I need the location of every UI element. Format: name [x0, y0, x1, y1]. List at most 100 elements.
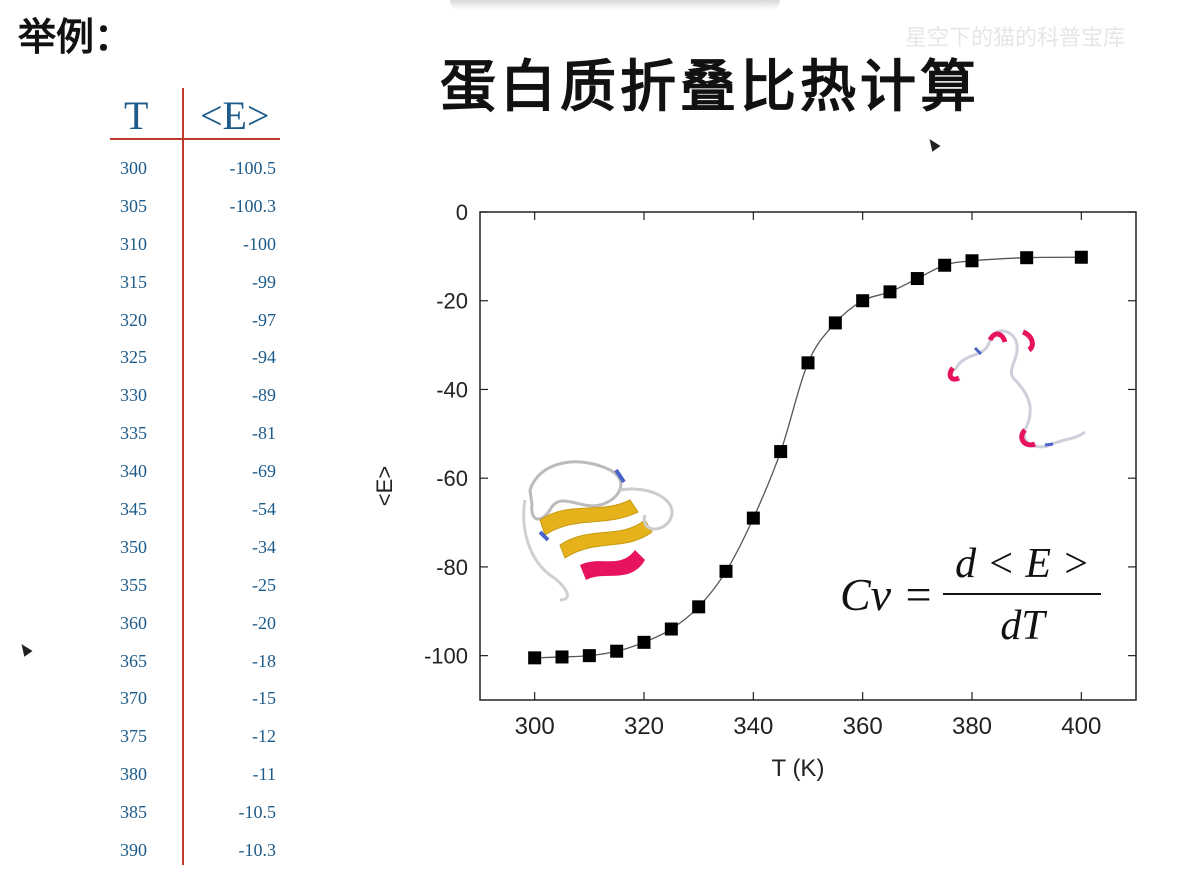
data-point [528, 651, 542, 665]
x-tick-label: 400 [1061, 713, 1101, 740]
data-point [692, 600, 706, 614]
plot-frame [479, 211, 1137, 701]
table-header-e: <E> [200, 93, 270, 138]
table-row: 310 -100 [108, 234, 288, 272]
table-cell-t: 365 [120, 650, 147, 671]
table-row: 315 -99 [108, 272, 288, 310]
table-cell-t: 350 [120, 536, 147, 557]
table-row: 390 -10.3 [108, 840, 288, 878]
table-row: 305 -100.3 [108, 196, 288, 234]
table-cell-t: 375 [120, 726, 147, 747]
data-point [938, 258, 952, 272]
table-cell-e: -11 [252, 764, 276, 785]
data-point [828, 316, 842, 330]
slide-title: 蛋白质折叠比热计算 [440, 55, 980, 120]
table-header-divider [110, 138, 280, 140]
x-axis-label: T (K) [772, 755, 825, 782]
y-tick-label: -20 [436, 289, 468, 314]
table-row: 320 -97 [108, 310, 288, 348]
heat-capacity-formula: Cv = d < E > dT [840, 540, 1110, 660]
table-cell-e: -20 [252, 612, 276, 633]
table-cell-e: -25 [252, 574, 276, 595]
formula-denominator: dT [1000, 603, 1045, 649]
data-point [1020, 251, 1034, 265]
table-cell-t: 305 [120, 195, 147, 216]
table-cell-t: 360 [120, 612, 147, 633]
table-row: 345 -54 [108, 499, 288, 537]
table-row: 375 -12 [108, 726, 288, 764]
table-cell-t: 325 [120, 347, 147, 368]
table-row: 385 -10.5 [108, 802, 288, 840]
table-cell-e: -81 [252, 423, 276, 444]
table-cell-t: 320 [120, 309, 147, 330]
data-point [582, 649, 596, 663]
folded-protein-image [522, 460, 674, 602]
y-tick-label: -60 [436, 466, 468, 491]
x-tick-label: 300 [515, 713, 555, 740]
watermark-text: 星空下的猫的科普宝库 [905, 26, 1126, 51]
table-row: 365 -18 [108, 651, 288, 689]
x-tick-label: 320 [624, 713, 664, 740]
mouse-cursor-icon-2 [17, 641, 33, 657]
data-point [801, 356, 815, 370]
y-tick-label: -40 [436, 377, 468, 402]
y-axis-label: <E> [372, 466, 397, 506]
table-cell-e: -97 [252, 309, 276, 330]
table-cell-e: -10.3 [238, 840, 277, 861]
table-cell-t: 385 [120, 802, 147, 823]
table-cell-e: -12 [252, 726, 276, 747]
data-point [910, 272, 924, 286]
table-cell-t: 390 [120, 840, 147, 861]
data-point [856, 294, 870, 308]
table-cell-e: -99 [252, 271, 276, 292]
table-cell-e: -69 [252, 461, 276, 482]
data-table: T <E> 300 -100.5 305 -100.3 310 -100 315 -99 320… [108, 88, 288, 865]
data-point [555, 650, 569, 664]
table-cell-e: -15 [252, 688, 276, 709]
table-row: 340 -69 [108, 461, 288, 499]
table-cell-e: -100.5 [229, 158, 277, 178]
chart-axes: 300 320 340 360 380 400 0 -20 -40 -60 -80 -100 T (K)… [372, 200, 1137, 782]
data-point [1074, 250, 1088, 264]
energy-vs-temperature-chart: 300 320 340 360 380 400 0 -20 -40 -60 -80 -100 T (K)… [372, 200, 1137, 782]
table-cell-e: -54 [252, 499, 276, 520]
top-highlight [450, 0, 780, 10]
table-header-t: T [124, 93, 149, 138]
table-row: 360 -20 [108, 613, 288, 651]
example-label: 举例： [18, 15, 133, 59]
table-cell-e: -34 [252, 536, 276, 557]
table-row: 355 -25 [108, 575, 288, 613]
formula-fraction-bar [943, 593, 1101, 595]
table-row: 335 -81 [108, 423, 288, 461]
chart-series [528, 250, 1088, 665]
table-body: 300 -100.5 305 -100.3 310 -100 315 -99 320 -97 325… [108, 158, 288, 878]
table-cell-t: 370 [120, 688, 147, 709]
data-point [610, 644, 624, 658]
table-cell-e: -100.3 [229, 195, 277, 216]
table-cell-e: -94 [252, 347, 276, 368]
table-row: 325 -94 [108, 347, 288, 385]
x-tick-label: 380 [952, 713, 992, 740]
data-point [664, 622, 678, 636]
x-tick-label: 360 [843, 713, 883, 740]
x-tick-label: 340 [733, 713, 773, 740]
mouse-cursor-icon [925, 136, 941, 152]
data-point [719, 564, 733, 578]
table-cell-t: 335 [120, 423, 147, 444]
data-point [965, 254, 979, 268]
table-cell-t: 330 [120, 385, 147, 406]
table-column-divider [182, 88, 184, 865]
table-row: 370 -15 [108, 688, 288, 726]
table-cell-t: 315 [120, 271, 147, 292]
formula-numerator: d < E > [955, 541, 1090, 587]
table-cell-t: 355 [120, 574, 147, 595]
data-point [637, 635, 651, 649]
y-tick-label: -80 [436, 555, 468, 580]
table-cell-t: 300 [120, 158, 147, 178]
table-cell-t: 310 [120, 233, 147, 254]
table-row: 330 -89 [108, 385, 288, 423]
table-cell-e: -18 [252, 650, 276, 671]
formula-lhs: Cv = [840, 569, 934, 620]
table-cell-t: 345 [120, 499, 147, 520]
y-tick-label: -100 [424, 644, 468, 669]
